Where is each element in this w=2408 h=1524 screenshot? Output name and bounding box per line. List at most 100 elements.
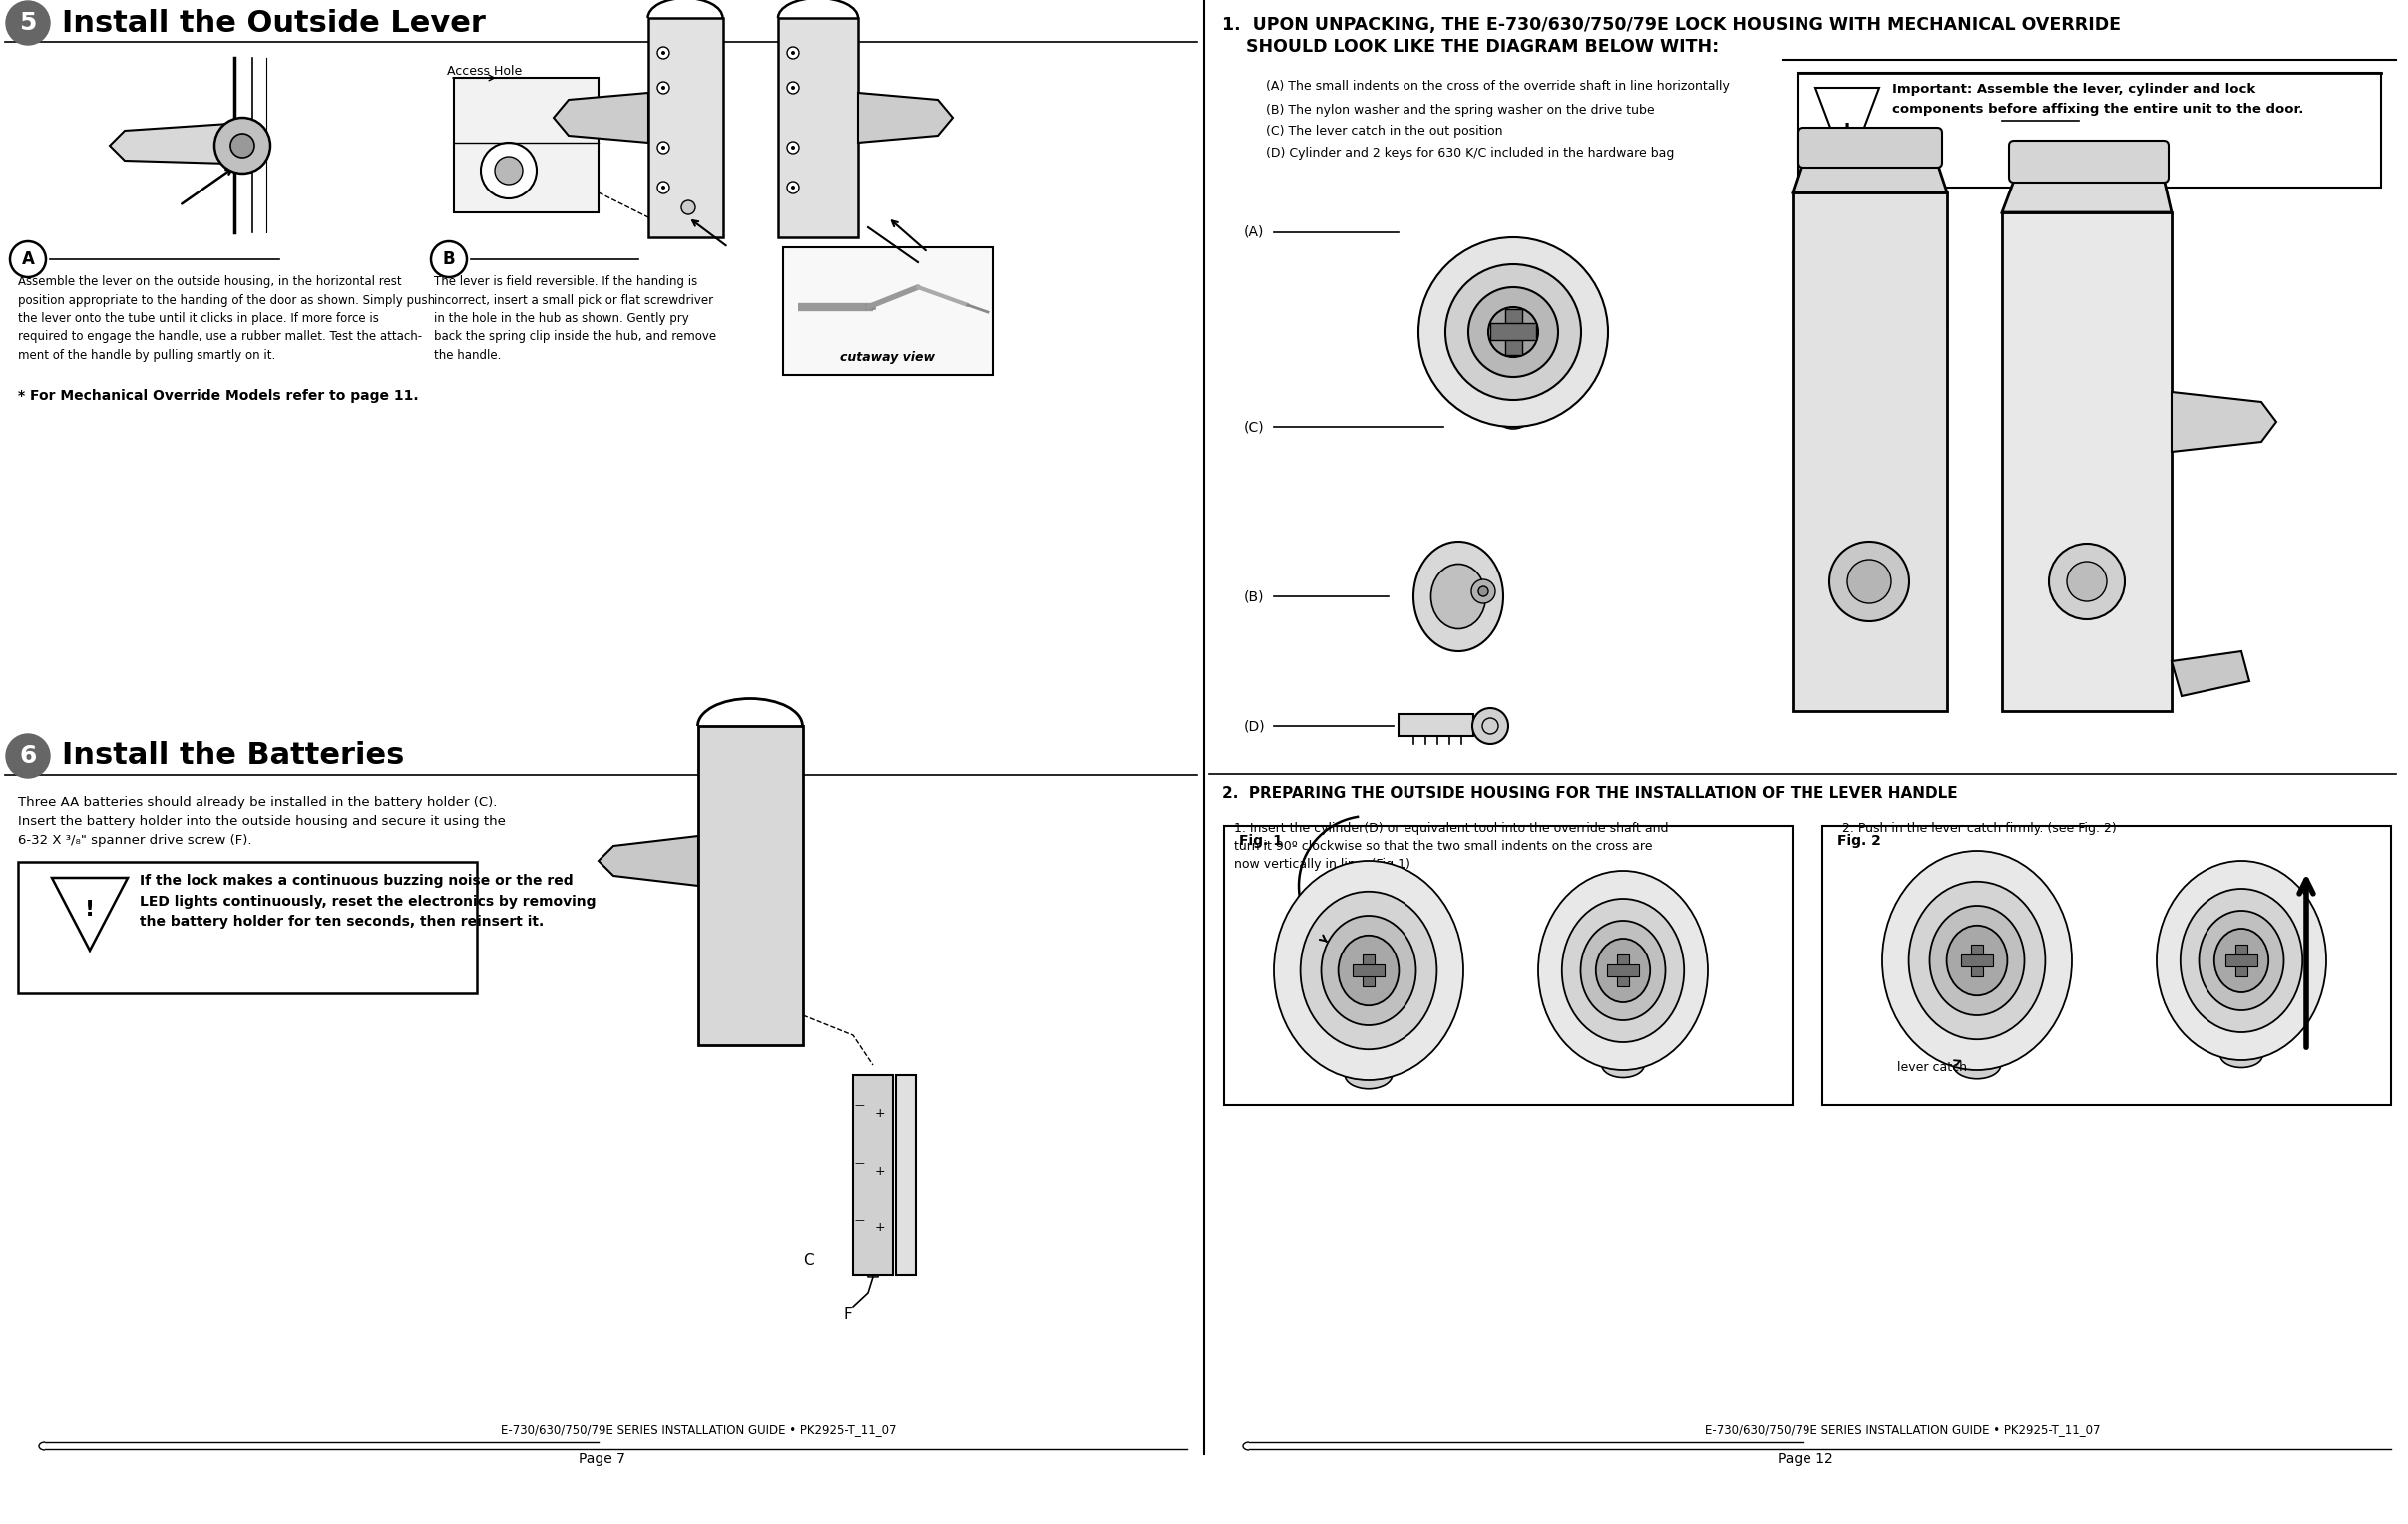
- Text: cutaway view: cutaway view: [840, 351, 934, 364]
- Bar: [1606, 965, 1640, 977]
- Circle shape: [482, 143, 537, 198]
- Circle shape: [792, 146, 795, 149]
- Polygon shape: [600, 835, 698, 885]
- Text: Fig. 2: Fig. 2: [1837, 834, 1881, 847]
- Bar: [1792, 192, 1948, 712]
- Text: components before affixing the entire unit to the door.: components before affixing the entire un…: [1893, 102, 2304, 116]
- Text: Page 7: Page 7: [578, 1452, 626, 1466]
- Bar: [2235, 945, 2247, 977]
- Text: E-730/630/750/79E SERIES INSTALLATION GUIDE • PK2925-T_11_07: E-730/630/750/79E SERIES INSTALLATION GU…: [1705, 1423, 2100, 1436]
- Ellipse shape: [1339, 936, 1399, 1006]
- Text: 5: 5: [19, 11, 36, 35]
- Text: Access Hole: Access Hole: [448, 66, 523, 78]
- Text: —: —: [855, 1158, 864, 1167]
- Circle shape: [5, 735, 51, 777]
- Circle shape: [787, 181, 799, 194]
- Circle shape: [792, 85, 795, 90]
- Bar: [17, 861, 477, 994]
- Bar: [1505, 309, 1522, 355]
- Circle shape: [662, 146, 665, 149]
- Circle shape: [5, 2, 51, 44]
- Ellipse shape: [1946, 925, 2008, 995]
- Bar: [783, 247, 992, 375]
- Circle shape: [787, 142, 799, 154]
- Circle shape: [1418, 238, 1609, 427]
- Ellipse shape: [1910, 881, 2044, 1039]
- Text: 6: 6: [19, 744, 36, 768]
- Text: F: F: [843, 1308, 852, 1321]
- Bar: [1363, 954, 1375, 986]
- Circle shape: [787, 82, 799, 94]
- Text: 1.  UPON UNPACKING, THE E-730/630/750/79E LOCK HOUSING WITH MECHANICAL OVERRIDE: 1. UPON UNPACKING, THE E-730/630/750/79E…: [1221, 15, 2121, 34]
- Circle shape: [214, 117, 270, 174]
- Bar: [1972, 945, 1984, 977]
- Text: Fig. 1: Fig. 1: [1238, 834, 1283, 847]
- Polygon shape: [857, 93, 954, 143]
- Bar: [1399, 715, 1474, 736]
- Ellipse shape: [2158, 861, 2326, 1061]
- Text: * For Mechanical Override Models refer to page 11.: * For Mechanical Override Models refer t…: [17, 389, 419, 402]
- Ellipse shape: [1580, 920, 1666, 1021]
- Text: Important: Assemble the lever, cylinder and lock: Important: Assemble the lever, cylinder …: [1893, 82, 2256, 96]
- Circle shape: [1469, 287, 1558, 376]
- Text: lever catch: lever catch: [1898, 1061, 1967, 1074]
- Text: B: B: [443, 250, 455, 268]
- Text: !: !: [84, 899, 94, 919]
- Circle shape: [1847, 559, 1890, 604]
- Ellipse shape: [1322, 916, 1416, 1026]
- Text: If the lock makes a continuous buzzing noise or the red
LED lights continuously,: If the lock makes a continuous buzzing n…: [140, 873, 597, 928]
- Circle shape: [657, 82, 669, 94]
- Ellipse shape: [1300, 892, 1438, 1050]
- Text: C: C: [802, 1253, 814, 1266]
- Circle shape: [1830, 541, 1910, 622]
- Text: —: —: [855, 1100, 864, 1109]
- Polygon shape: [111, 123, 229, 163]
- Circle shape: [792, 186, 795, 189]
- Bar: [778, 18, 857, 238]
- Circle shape: [657, 47, 669, 59]
- Text: E-730/630/750/79E SERIES INSTALLATION GUIDE • PK2925-T_11_07: E-730/630/750/79E SERIES INSTALLATION GU…: [501, 1423, 896, 1436]
- Text: 1. Insert the cylinder(D) or equivalent tool into the override shaft and
turn it: 1. Insert the cylinder(D) or equivalent …: [1233, 821, 1669, 870]
- Text: SHOULD LOOK LIKE THE DIAGRAM BELOW WITH:: SHOULD LOOK LIKE THE DIAGRAM BELOW WITH:: [1221, 38, 1719, 56]
- Text: Assemble the lever on the outside housing, in the horizontal rest
position appro: Assemble the lever on the outside housin…: [17, 276, 436, 363]
- FancyBboxPatch shape: [2008, 140, 2170, 183]
- Ellipse shape: [2220, 1042, 2264, 1068]
- Polygon shape: [554, 93, 648, 143]
- Circle shape: [787, 47, 799, 59]
- Polygon shape: [1792, 148, 1948, 192]
- Text: (A): (A): [1245, 226, 1264, 239]
- FancyBboxPatch shape: [1796, 128, 1943, 168]
- Text: (B) The nylon washer and the spring washer on the drive tube: (B) The nylon washer and the spring wash…: [1267, 104, 1654, 117]
- Bar: [2225, 954, 2256, 966]
- Ellipse shape: [2179, 888, 2302, 1032]
- Ellipse shape: [1563, 899, 1683, 1042]
- Text: (D): (D): [1245, 719, 1267, 733]
- Circle shape: [662, 85, 665, 90]
- Bar: [1823, 826, 2391, 1105]
- Bar: [453, 78, 600, 212]
- Circle shape: [1488, 308, 1539, 357]
- Polygon shape: [2001, 160, 2172, 212]
- Bar: [1960, 954, 1994, 966]
- Ellipse shape: [1274, 861, 1464, 1081]
- Circle shape: [662, 186, 665, 189]
- Bar: [698, 725, 802, 1045]
- Bar: [1223, 826, 1792, 1105]
- Text: 2. Push in the lever catch firmly. (see Fig. 2): 2. Push in the lever catch firmly. (see …: [1842, 821, 2117, 835]
- Circle shape: [1479, 587, 1488, 596]
- Bar: [1796, 73, 2382, 187]
- Text: +: +: [874, 1106, 886, 1120]
- Text: Install the Batteries: Install the Batteries: [63, 742, 405, 771]
- Circle shape: [1445, 264, 1582, 399]
- Bar: [852, 1074, 893, 1274]
- Polygon shape: [2172, 392, 2276, 451]
- Circle shape: [231, 134, 255, 157]
- Text: (C) The lever catch in the out position: (C) The lever catch in the out position: [1267, 125, 1503, 137]
- Circle shape: [2066, 561, 2107, 602]
- Text: Page 12: Page 12: [1777, 1452, 1832, 1466]
- Circle shape: [1471, 709, 1507, 744]
- Bar: [2001, 212, 2172, 712]
- Circle shape: [1471, 579, 1495, 604]
- Ellipse shape: [1413, 541, 1503, 651]
- Polygon shape: [2172, 651, 2249, 696]
